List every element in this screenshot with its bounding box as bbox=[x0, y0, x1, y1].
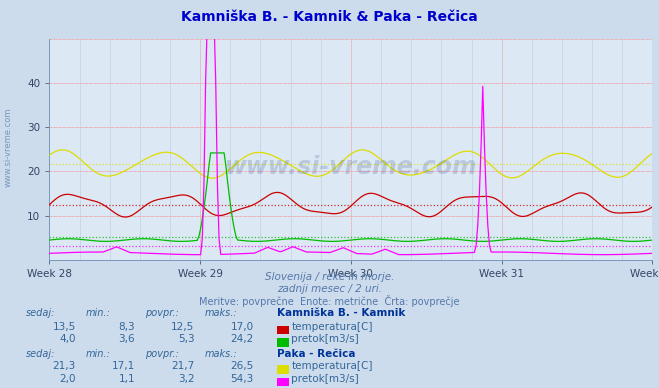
Text: Kamniška B. - Kamnik: Kamniška B. - Kamnik bbox=[277, 308, 405, 318]
Text: 8,3: 8,3 bbox=[119, 322, 135, 332]
Text: 17,0: 17,0 bbox=[231, 322, 254, 332]
Text: povpr.:: povpr.: bbox=[145, 308, 179, 318]
Text: Kamniška B. - Kamnik & Paka - Rečica: Kamniška B. - Kamnik & Paka - Rečica bbox=[181, 10, 478, 24]
Text: maks.:: maks.: bbox=[204, 308, 237, 318]
Text: 1,1: 1,1 bbox=[119, 374, 135, 384]
Text: 3,6: 3,6 bbox=[119, 334, 135, 344]
Text: Paka - Rečica: Paka - Rečica bbox=[277, 349, 355, 359]
Text: 21,3: 21,3 bbox=[53, 361, 76, 371]
Text: pretok[m3/s]: pretok[m3/s] bbox=[291, 334, 359, 344]
Text: 24,2: 24,2 bbox=[231, 334, 254, 344]
Text: 5,3: 5,3 bbox=[178, 334, 194, 344]
Text: maks.:: maks.: bbox=[204, 349, 237, 359]
Text: 3,2: 3,2 bbox=[178, 374, 194, 384]
Text: 13,5: 13,5 bbox=[53, 322, 76, 332]
Text: 2,0: 2,0 bbox=[59, 374, 76, 384]
Text: 4,0: 4,0 bbox=[59, 334, 76, 344]
Text: pretok[m3/s]: pretok[m3/s] bbox=[291, 374, 359, 384]
Text: 21,7: 21,7 bbox=[171, 361, 194, 371]
Text: Meritve: povprečne  Enote: metrične  Črta: povprečje: Meritve: povprečne Enote: metrične Črta:… bbox=[199, 295, 460, 307]
Text: min.:: min.: bbox=[86, 308, 111, 318]
Text: 54,3: 54,3 bbox=[231, 374, 254, 384]
Text: povpr.:: povpr.: bbox=[145, 349, 179, 359]
Text: www.si-vreme.com: www.si-vreme.com bbox=[225, 155, 477, 179]
Text: Slovenija / reke in morje.: Slovenija / reke in morje. bbox=[265, 272, 394, 282]
Text: min.:: min.: bbox=[86, 349, 111, 359]
Text: sedaj:: sedaj: bbox=[26, 349, 56, 359]
Text: temperatura[C]: temperatura[C] bbox=[291, 322, 373, 332]
Text: 12,5: 12,5 bbox=[171, 322, 194, 332]
Text: sedaj:: sedaj: bbox=[26, 308, 56, 318]
Text: temperatura[C]: temperatura[C] bbox=[291, 361, 373, 371]
Text: 17,1: 17,1 bbox=[112, 361, 135, 371]
Text: 26,5: 26,5 bbox=[231, 361, 254, 371]
Text: www.si-vreme.com: www.si-vreme.com bbox=[4, 108, 13, 187]
Text: zadnji mesec / 2 uri.: zadnji mesec / 2 uri. bbox=[277, 284, 382, 294]
